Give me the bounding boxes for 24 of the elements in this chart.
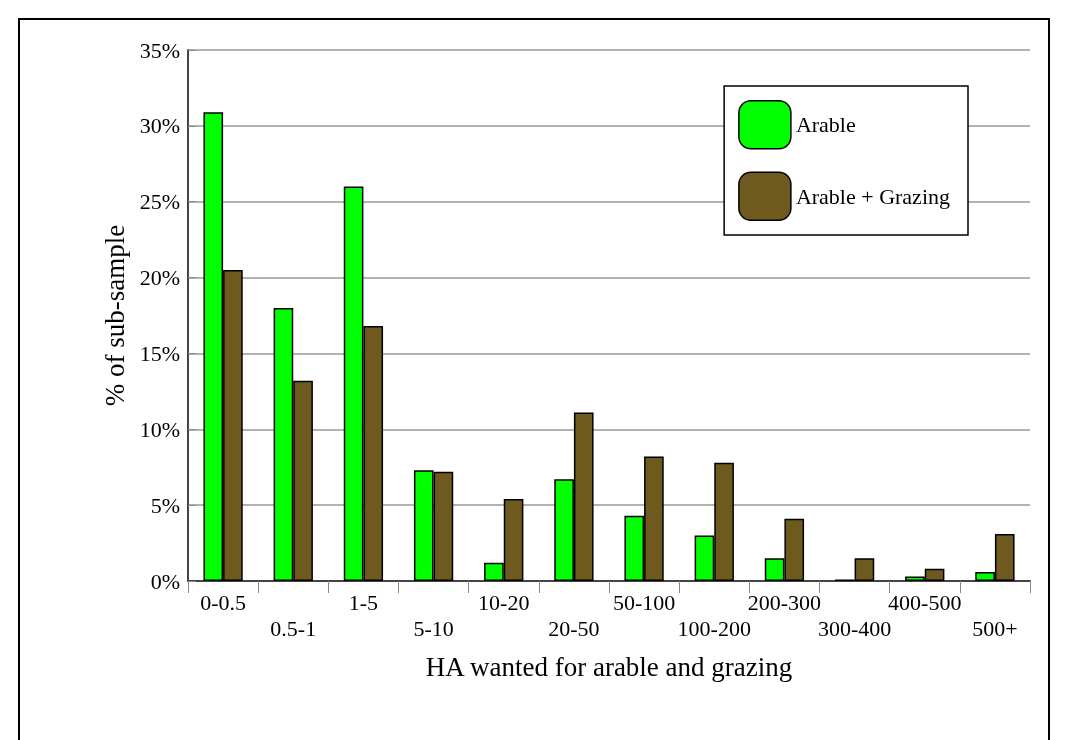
y-tick-label: 5% <box>150 492 180 518</box>
x-tick-label: 200-300 <box>747 589 822 615</box>
y-axis-title: % of sub-sample <box>99 224 130 407</box>
x-axis-title: HA wanted for arable and grazing <box>425 651 793 682</box>
y-tick-label: 25% <box>139 189 180 215</box>
x-tick-label: 500+ <box>972 615 1018 641</box>
x-tick-label: 20-50 <box>548 615 600 641</box>
x-tick-label: 1-5 <box>348 589 379 615</box>
y-tick-label: 35% <box>139 37 180 63</box>
x-tick-label: 50-100 <box>612 589 676 615</box>
y-tick-label: 10% <box>139 416 180 442</box>
legend-label: Arable <box>795 112 856 138</box>
x-tick-label: 5-10 <box>413 615 454 641</box>
y-tick-label: 30% <box>139 113 180 139</box>
y-tick-label: 15% <box>139 340 180 366</box>
x-tick-label: 300-400 <box>817 615 892 641</box>
x-tick-label: 400-500 <box>888 589 962 615</box>
x-tick-label: 0.5-1 <box>270 615 317 641</box>
y-tick-label: 0% <box>150 568 180 594</box>
x-tick-label: 10-20 <box>478 589 530 615</box>
legend-label: Arable + Grazing <box>795 183 951 209</box>
x-tick-label: 100-200 <box>677 615 751 641</box>
x-tick-label: 0-0.5 <box>200 589 246 615</box>
y-tick-label: 20% <box>139 265 180 291</box>
